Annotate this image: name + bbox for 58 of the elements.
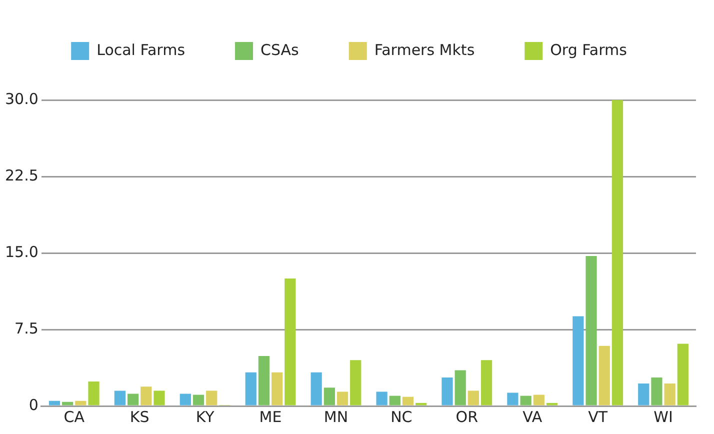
legend-label: CSAs [260, 40, 300, 59]
x-tick-label: OR [456, 408, 478, 426]
bar [546, 402, 558, 406]
bar [376, 392, 388, 406]
bar [416, 402, 427, 406]
x-tick-label: VT [588, 408, 608, 426]
legend-label: Local Farms [96, 40, 186, 59]
bar [127, 394, 139, 406]
bar [586, 256, 597, 406]
bar [480, 360, 492, 406]
x-tick-label: ME [259, 408, 282, 426]
y-tick-label: 22.5 [4, 166, 38, 184]
bar [140, 386, 152, 406]
bar [442, 377, 453, 406]
bar [533, 394, 544, 406]
y-tick-label: 7.5 [14, 319, 38, 338]
bar [572, 316, 584, 406]
y-tick-label: 30.0 [4, 90, 38, 108]
x-tick-label: CA [64, 408, 86, 426]
bar [271, 372, 283, 406]
x-tick-label: KY [196, 408, 216, 426]
legend-label: Farmers Mkts [374, 40, 475, 59]
y-tick-label: 15.0 [4, 242, 38, 261]
bar [468, 390, 479, 406]
x-tick-label: MN [324, 408, 348, 426]
bar [664, 384, 676, 406]
bar [114, 390, 126, 406]
bar [324, 388, 335, 406]
bar [454, 370, 466, 406]
bar [245, 372, 256, 406]
bar [520, 396, 532, 406]
bar [507, 392, 518, 406]
bar [206, 390, 218, 406]
bar [48, 400, 60, 406]
bar [677, 344, 688, 406]
bar [350, 360, 362, 406]
bar [180, 394, 191, 406]
x-tick-label: NC [390, 408, 412, 426]
bar [258, 356, 270, 406]
bar [336, 392, 348, 406]
legend-label: Org Farms [550, 40, 628, 59]
y-tick-label: 0 [28, 396, 38, 414]
bar [284, 278, 296, 406]
bar [638, 384, 650, 406]
bar [598, 346, 610, 406]
bar [62, 402, 74, 406]
x-tick-label: KS [130, 408, 150, 426]
bar [75, 400, 86, 406]
bar [612, 100, 624, 406]
bar [402, 396, 414, 406]
bar [192, 394, 204, 406]
bar [154, 390, 165, 406]
bar [389, 396, 400, 406]
x-tick-label: WI [654, 408, 673, 426]
x-tick-label: VA [522, 408, 543, 426]
bar [310, 372, 322, 406]
bar [651, 377, 662, 406]
bar [88, 382, 100, 406]
